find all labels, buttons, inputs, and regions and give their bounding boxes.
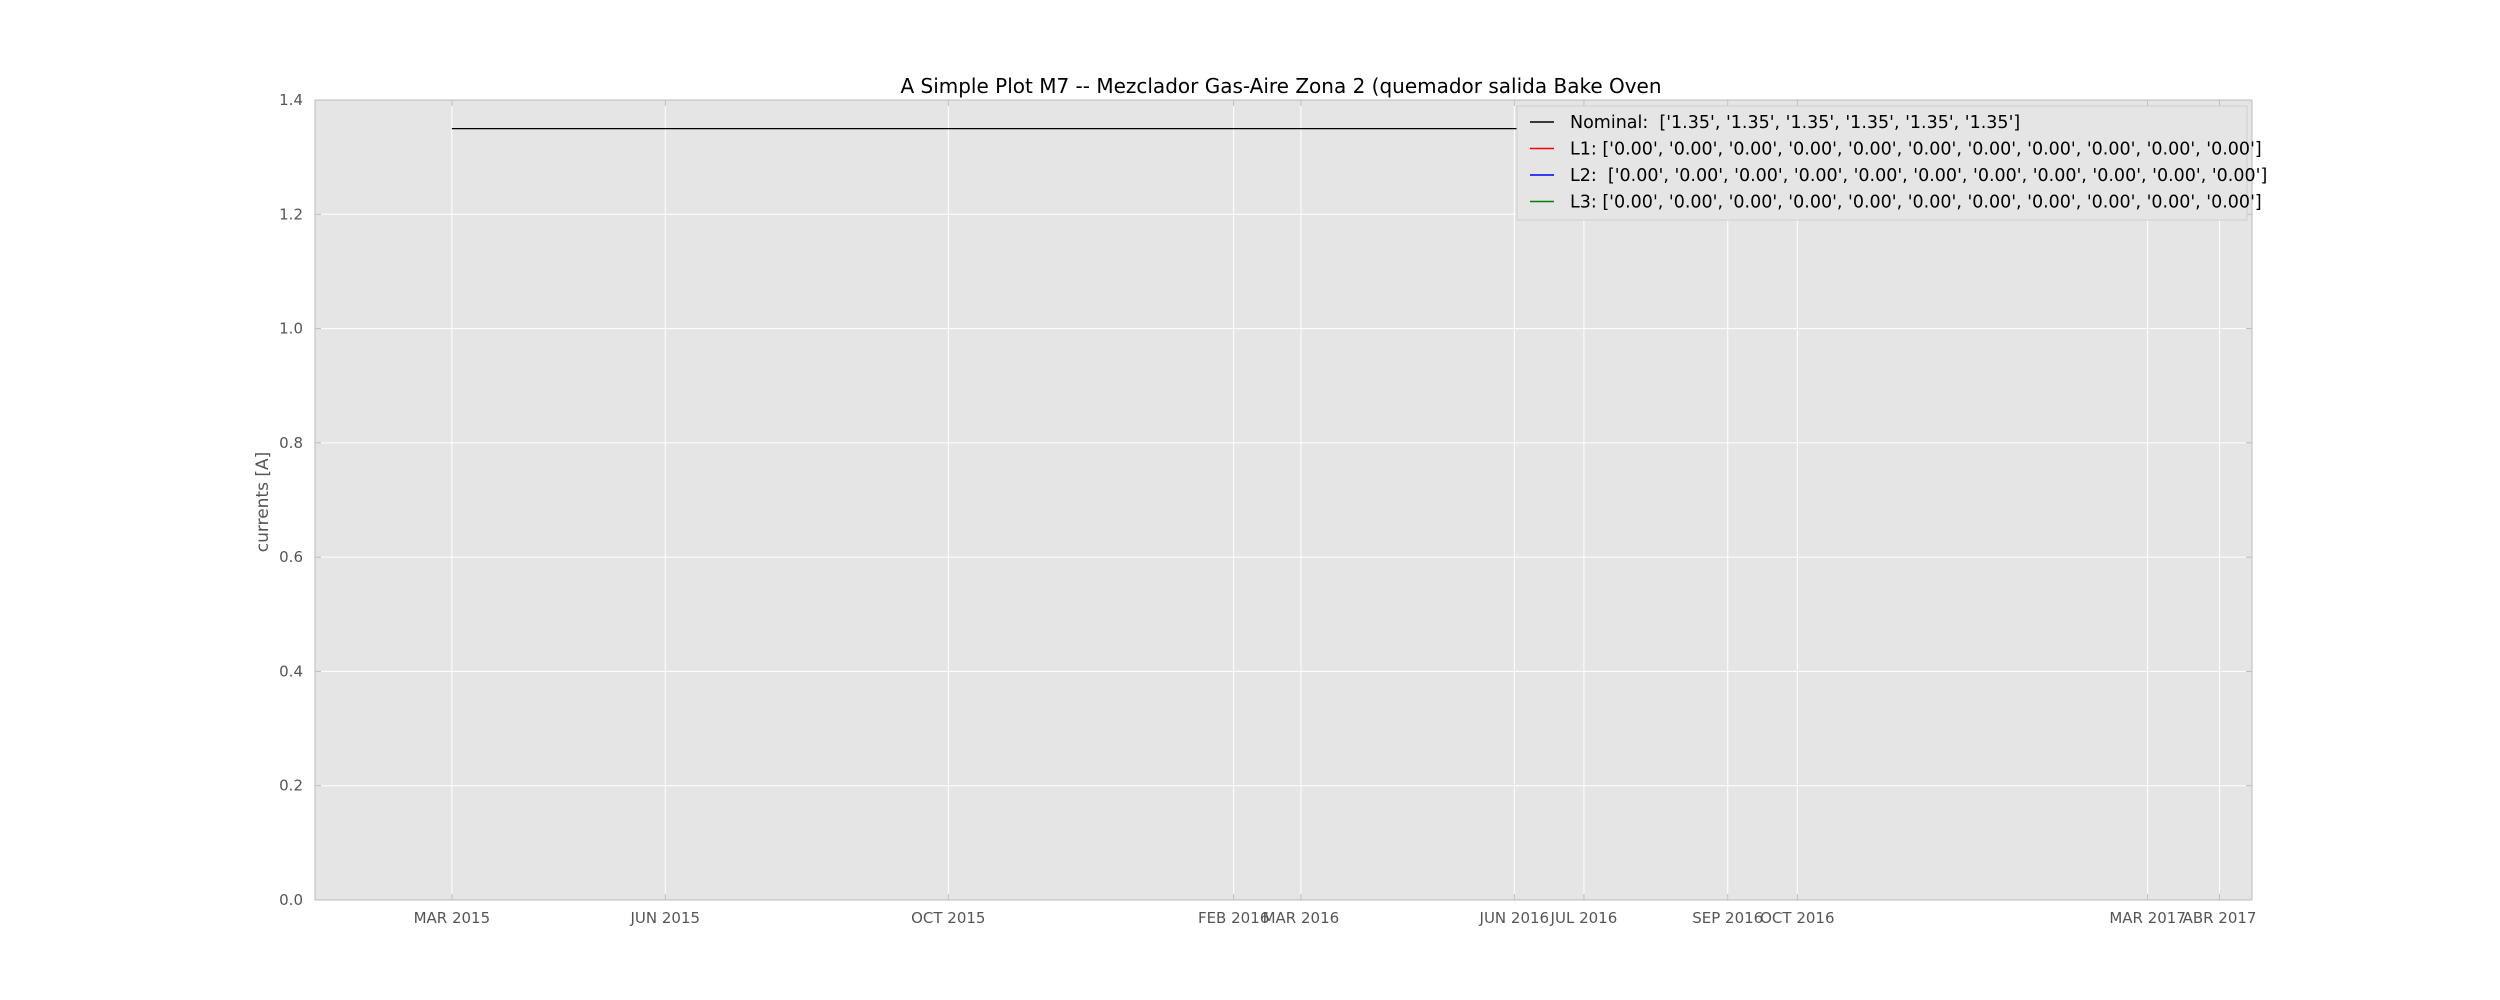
y-tick-label: 1.4 <box>279 91 303 109</box>
x-tick-label: MAR 2016 <box>1263 909 1340 927</box>
plot-area <box>315 100 2252 900</box>
y-tick-label: 1.0 <box>279 320 303 338</box>
x-tick-label: SEP 2016 <box>1692 909 1763 927</box>
x-tick-label: OCT 2015 <box>911 909 985 927</box>
x-tick-label: FEB 2016 <box>1198 909 1269 927</box>
x-tick-label: ABR 2017 <box>2183 909 2257 927</box>
y-tick-label: 1.2 <box>279 205 303 223</box>
legend: Nominal: ['1.35', '1.35', '1.35', '1.35'… <box>1516 105 2267 221</box>
legend-label-nominal: Nominal: ['1.35', '1.35', '1.35', '1.35'… <box>1570 113 2020 133</box>
legend-label-l1: L1: ['0.00', '0.00', '0.00', '0.00', '0.… <box>1570 140 2262 160</box>
x-tick-label: OCT 2016 <box>1760 909 1834 927</box>
y-axis-label: currents [A] <box>253 452 273 552</box>
x-tick-label: JUN 2015 <box>629 909 700 927</box>
y-tick-label: 0.6 <box>279 548 303 566</box>
legend-box <box>1516 105 2248 221</box>
x-tick-label: JUL 2016 <box>1550 909 1618 927</box>
x-tick-label: JUN 2016 <box>1479 909 1550 927</box>
chart-title: A Simple Plot M7 -- Mezclador Gas-Aire Z… <box>900 74 1661 98</box>
x-tick-label: MAR 2015 <box>414 909 491 927</box>
plot-frame <box>314 99 2253 901</box>
y-tick-label: 0.4 <box>279 662 303 680</box>
y-tick-label: 0.0 <box>279 891 303 909</box>
legend-label-l3: L3: ['0.00', '0.00', '0.00', '0.00', '0.… <box>1570 193 2262 213</box>
x-tick-label: MAR 2017 <box>2109 909 2186 927</box>
legend-label-l2: L2: ['0.00', '0.00', '0.00', '0.00', '0.… <box>1570 166 2267 186</box>
y-tick-label: 0.8 <box>279 434 303 452</box>
y-tick-label: 0.2 <box>279 777 303 795</box>
